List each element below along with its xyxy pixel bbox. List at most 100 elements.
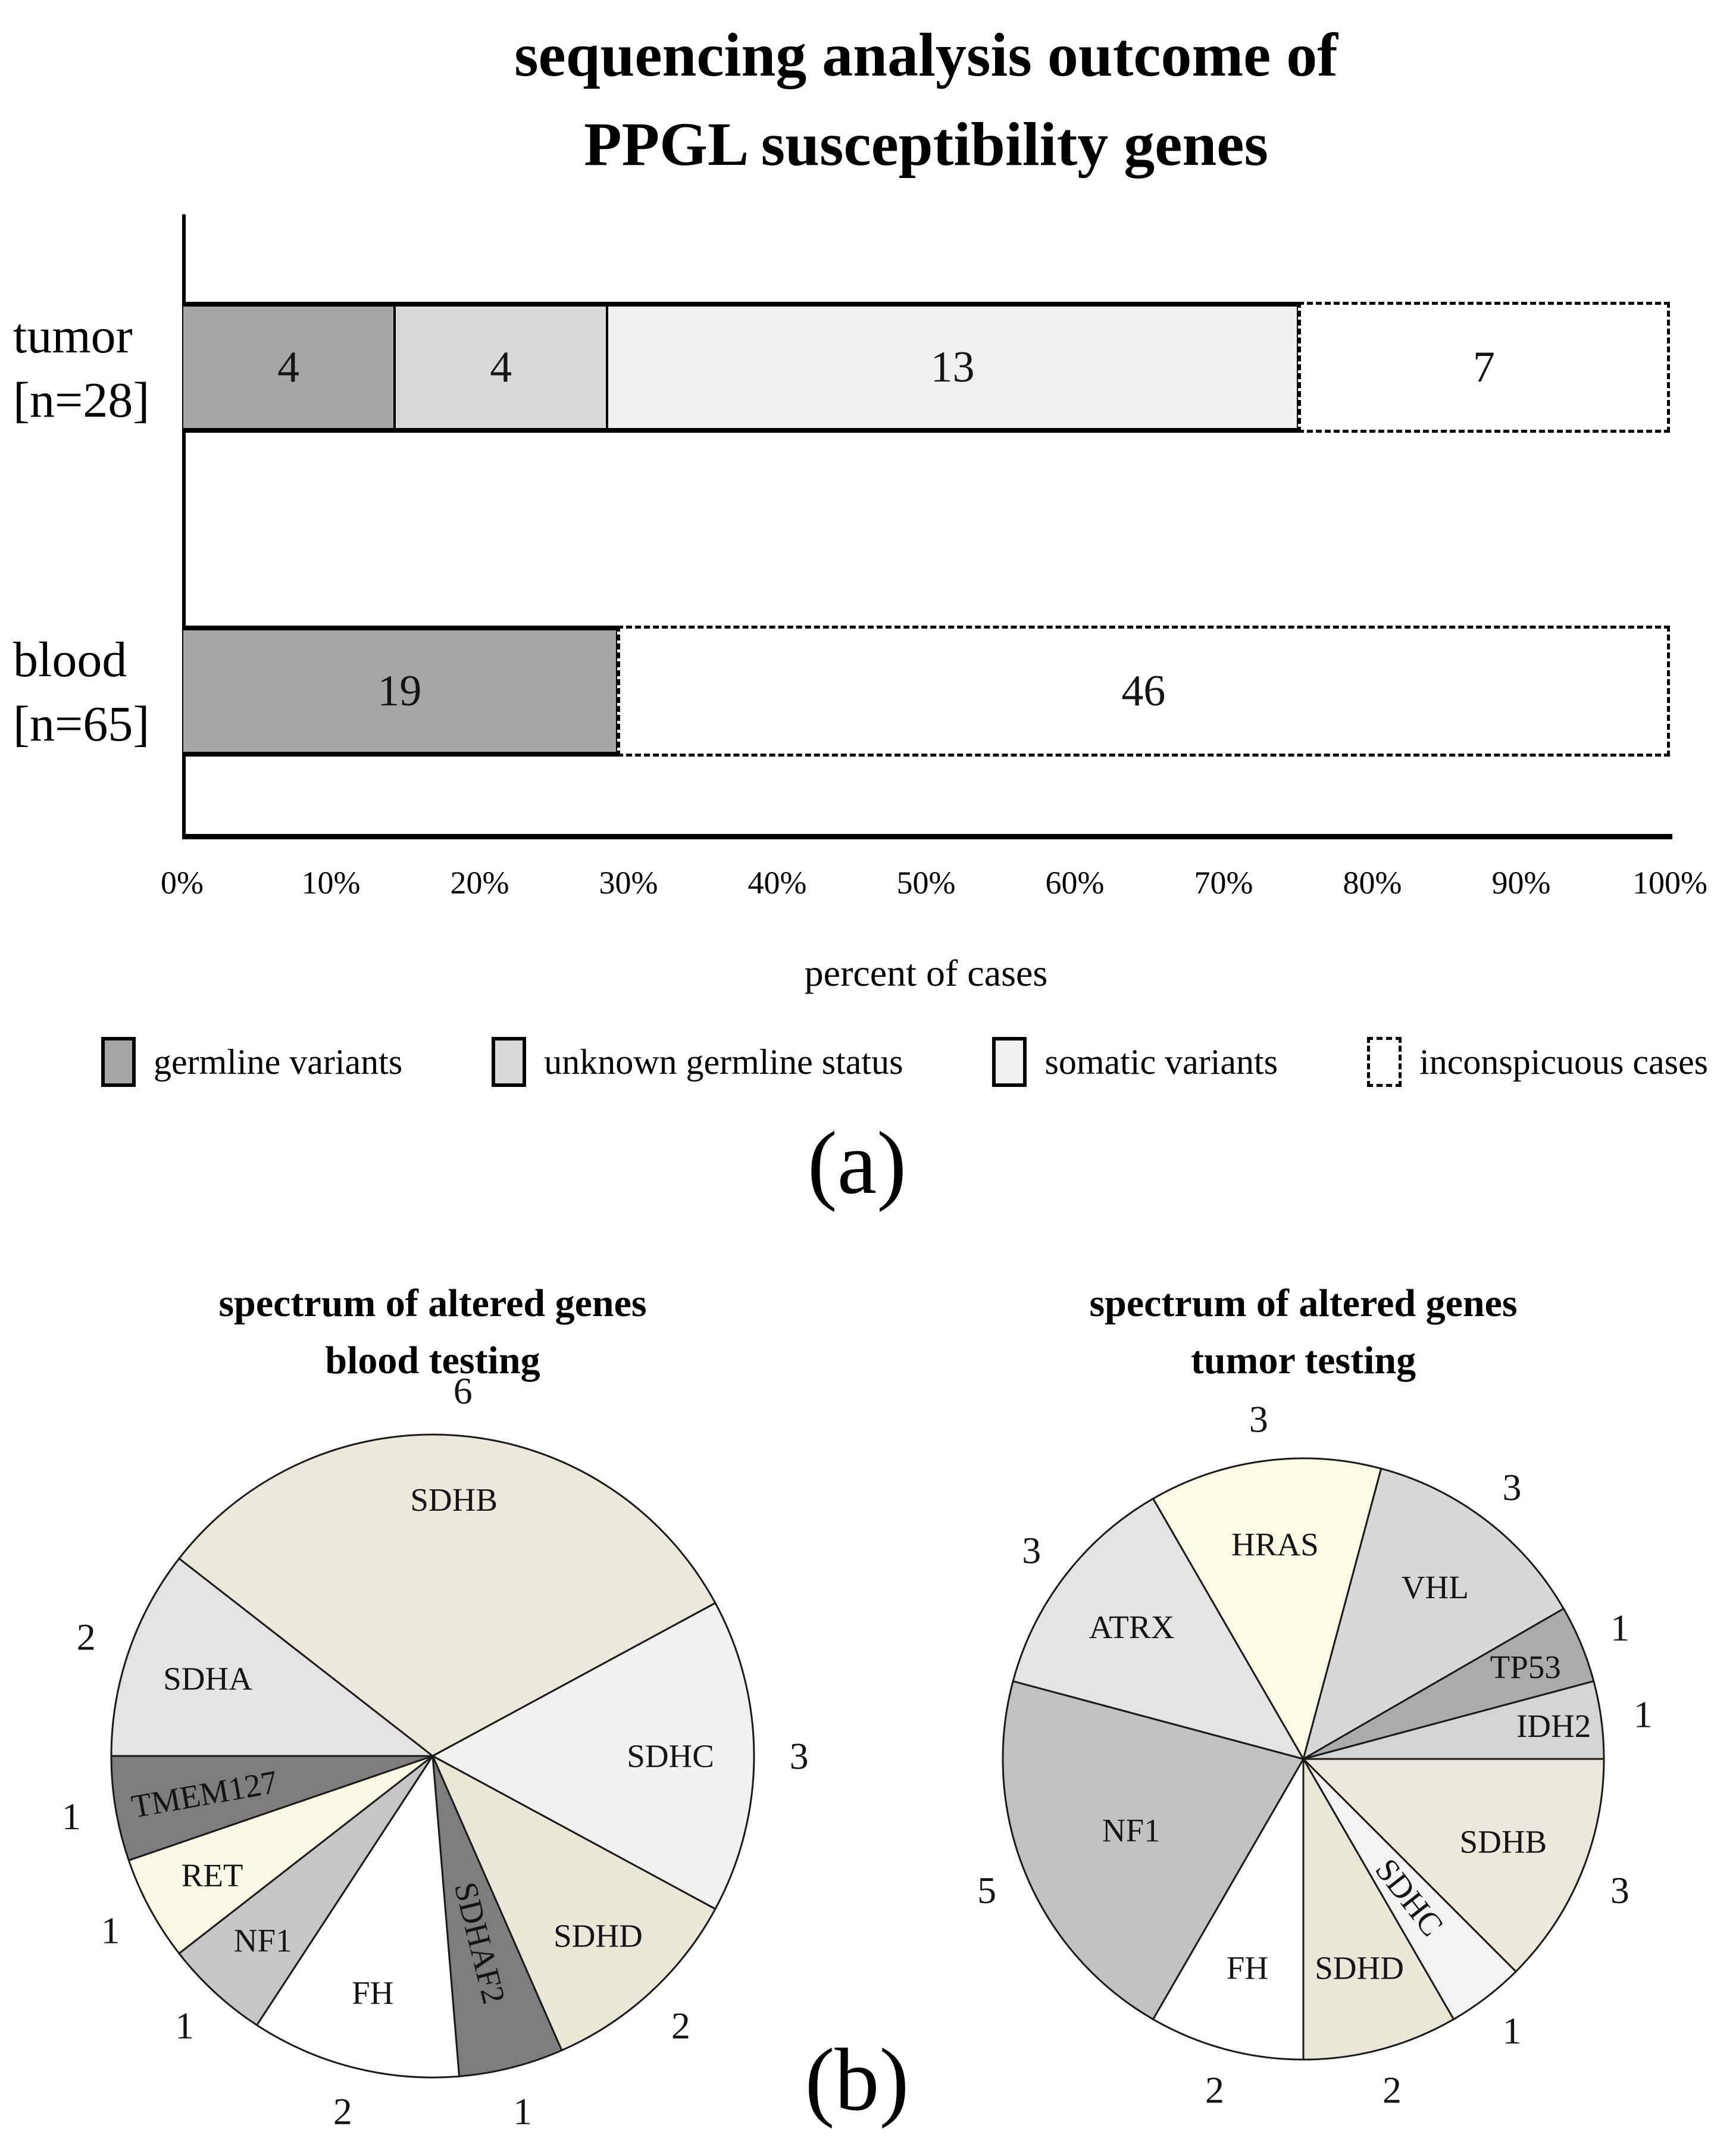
bar-chart-title-line1: sequencing analysis outcome of bbox=[514, 21, 1338, 89]
pie-slice-FH bbox=[1152, 1758, 1305, 2061]
pie-value-label-NF1: 5 bbox=[977, 1869, 996, 1911]
tumor-pie-title-line2: tumor testing bbox=[1190, 1339, 1416, 1382]
pie-slice-NF1 bbox=[178, 1755, 434, 2026]
pie-value-label-TMEM127: 1 bbox=[62, 1795, 81, 1838]
pie-gene-label-FH: FH bbox=[352, 1974, 393, 2011]
pie-gene-label-SDHC: SDHC bbox=[627, 1738, 714, 1774]
legend-swatch-icon bbox=[492, 1037, 527, 1087]
pie-value-label-FH: 2 bbox=[1205, 2069, 1224, 2111]
x-tick-label: 30% bbox=[599, 865, 658, 901]
pie-gene-label-TP53: TP53 bbox=[1490, 1649, 1561, 1685]
legend-item-unknown-germline-status: unknown germline status bbox=[492, 1037, 903, 1087]
bar-chart-title-line2: PPGL susceptibility genes bbox=[584, 110, 1268, 179]
x-tick-label: 20% bbox=[450, 865, 509, 901]
pie-value-label-SDHD: 2 bbox=[671, 2004, 690, 2046]
pie-value-label-SDHAF2: 1 bbox=[513, 2090, 532, 2132]
pie-value-label-IDH2: 1 bbox=[1634, 1693, 1653, 1735]
bar-row-label-line: tumor bbox=[13, 308, 133, 364]
bar-tumor: 4 4 13 7 bbox=[182, 302, 1670, 433]
pie-gene-label-NF1: NF1 bbox=[1102, 1812, 1161, 1848]
panel-b-label: (b) bbox=[805, 2030, 909, 2129]
pie-slice-ATRX bbox=[1012, 1498, 1305, 1760]
pie-gene-label-VHL: VHL bbox=[1402, 1569, 1469, 1605]
bar-segment-germline-variants: 19 bbox=[182, 626, 617, 757]
pie-gene-label-FH: FH bbox=[1227, 1950, 1268, 1986]
pie-gene-label-HRAS: HRAS bbox=[1231, 1526, 1319, 1563]
pie-gene-label-SDHB: SDHB bbox=[410, 1482, 498, 1518]
pie-slice-SDHB bbox=[1302, 1758, 1605, 1973]
x-tick-label: 60% bbox=[1045, 865, 1105, 901]
pie-slice-NF1 bbox=[1002, 1680, 1305, 2020]
legend-item-somatic-variants: somatic variants bbox=[992, 1037, 1278, 1087]
pie-value-label-SDHA: 2 bbox=[77, 1616, 96, 1658]
pie-slice-HRAS bbox=[1152, 1457, 1383, 1760]
x-tick-label: 100% bbox=[1632, 865, 1707, 901]
pie-slice-SDHA bbox=[110, 1557, 434, 1757]
pie-gene-label-SDHB: SDHB bbox=[1460, 1824, 1547, 1860]
pie-gene-label-RET: RET bbox=[182, 1857, 243, 1893]
bar-row-label-blood: blood [n=65] bbox=[13, 628, 180, 757]
pie-slice-SDHC bbox=[431, 1602, 755, 1910]
pie-value-label-SDHC: 3 bbox=[790, 1735, 809, 1777]
x-tick-label: 0% bbox=[161, 865, 204, 901]
pie-value-label-TP53: 1 bbox=[1610, 1607, 1629, 1649]
tumor-pie-title-line1: spectrum of altered genes bbox=[1089, 1282, 1518, 1325]
pie-gene-label-ATRX: ATRX bbox=[1089, 1609, 1175, 1645]
bar-value-label: 7 bbox=[1473, 342, 1495, 392]
pie-slice-SDHD bbox=[1302, 1758, 1455, 2061]
pie-value-label-ATRX: 3 bbox=[1022, 1529, 1041, 1571]
x-tick-label: 40% bbox=[747, 865, 807, 901]
x-axis-label: percent of cases bbox=[804, 952, 1048, 994]
x-tick-label: 50% bbox=[896, 865, 956, 901]
bar-segment-somatic-variants: 13 bbox=[607, 302, 1298, 433]
legend-swatch-icon bbox=[1367, 1037, 1402, 1087]
legend-swatch-icon bbox=[101, 1037, 136, 1087]
pie-value-label-SDHC: 1 bbox=[1503, 2010, 1522, 2052]
pie-gene-label-NF1: NF1 bbox=[234, 1922, 292, 1958]
bar-chart-axes bbox=[182, 214, 1672, 839]
pie-gene-label-SDHD: SDHD bbox=[1315, 1950, 1404, 1986]
pie-slice-SDHB bbox=[178, 1433, 717, 1757]
pie-value-label-SDHB: 3 bbox=[1610, 1869, 1629, 1911]
bar-value-label: 46 bbox=[1121, 666, 1166, 715]
bar-row-label-line: blood bbox=[13, 632, 127, 688]
bar-row-label-tumor: tumor [n=28] bbox=[13, 304, 180, 433]
pie-slice-SDHAF2 bbox=[431, 1755, 563, 2077]
bar-segment-inconspicuous-cases: 7 bbox=[1298, 302, 1670, 433]
legend-swatch-icon bbox=[992, 1037, 1027, 1087]
pie-slice-SDHD bbox=[431, 1755, 717, 2051]
blood-pie-title-line1: spectrum of altered genes bbox=[218, 1282, 647, 1325]
pie-value-label-SDHD: 2 bbox=[1383, 2069, 1402, 2111]
pie-gene-label-SDHA: SDHA bbox=[163, 1661, 252, 1697]
pie-slice-TMEM127 bbox=[110, 1755, 434, 1861]
pie-value-label-RET: 1 bbox=[101, 1910, 120, 1952]
legend: germline variants unknown germline status… bbox=[101, 1037, 1708, 1087]
x-tick-label: 80% bbox=[1343, 865, 1402, 901]
bar-value-label: 4 bbox=[277, 342, 300, 392]
panel-a-label: (a) bbox=[807, 1114, 907, 1213]
legend-item-germline-variants: germline variants bbox=[101, 1037, 402, 1087]
pie-gene-label-SDHD: SDHD bbox=[553, 1917, 643, 1954]
legend-label: germline variants bbox=[154, 1042, 403, 1082]
bar-value-label: 4 bbox=[490, 342, 512, 392]
pie-value-label-HRAS: 3 bbox=[1249, 1398, 1268, 1441]
pie-value-label-FH: 2 bbox=[333, 2090, 352, 2132]
bar-segment-inconspicuous-cases: 46 bbox=[617, 626, 1670, 757]
bar-segment-unknown-germline-status: 4 bbox=[395, 302, 608, 433]
bar-chart-title: sequencing analysis outcome of PPGL susc… bbox=[182, 11, 1670, 189]
legend-item-inconspicuous-cases: inconspicuous cases bbox=[1367, 1037, 1708, 1087]
pie-slice-RET bbox=[127, 1755, 434, 1955]
legend-label: unknown germline status bbox=[544, 1042, 903, 1082]
pie-value-label-VHL: 3 bbox=[1503, 1466, 1522, 1508]
bar-value-label: 13 bbox=[930, 342, 975, 392]
pie-value-label-SDHB: 6 bbox=[453, 1370, 473, 1412]
pie-slice-VHL bbox=[1302, 1467, 1565, 1760]
pie-gene-label-IDH2: IDH2 bbox=[1516, 1708, 1591, 1744]
bar-row-label-line: [n=28] bbox=[13, 373, 150, 428]
x-tick-label: 10% bbox=[301, 865, 361, 901]
legend-label: inconspicuous cases bbox=[1419, 1042, 1708, 1082]
bar-segment-germline-variants: 4 bbox=[182, 302, 395, 433]
